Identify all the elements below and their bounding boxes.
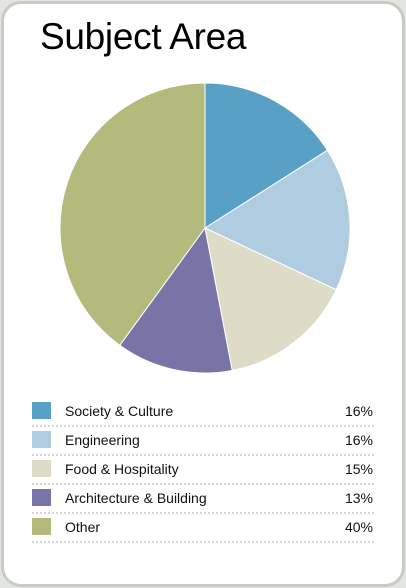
legend-swatch	[32, 402, 51, 419]
legend-label: Food & Hospitality	[65, 461, 179, 477]
legend-percent: 16%	[344, 432, 373, 448]
legend-swatch	[32, 489, 51, 506]
legend-item-architecture-building: Architecture & Building 13%	[32, 485, 374, 514]
pie-slice-food-hospitality	[204, 227, 337, 372]
legend-swatch	[32, 431, 51, 448]
pie-slice-architecture-building	[119, 226, 233, 374]
legend-label: Society & Culture	[65, 403, 174, 419]
pie-slice-engineering	[203, 149, 351, 291]
legend-item-society-culture: Society & Culture 16%	[32, 398, 374, 427]
pie-chart	[59, 82, 351, 374]
legend-percent: 16%	[344, 403, 373, 419]
legend-item-food-hospitality: Food & Hospitality 15%	[32, 456, 374, 485]
legend-percent: 15%	[344, 461, 373, 477]
legend-label: Architecture & Building	[65, 490, 207, 506]
legend-percent: 40%	[344, 519, 373, 535]
legend-item-engineering: Engineering 16%	[32, 427, 374, 456]
pie-slice-other	[59, 82, 206, 347]
pie-slice-society-culture	[204, 82, 329, 229]
legend-swatch	[32, 460, 51, 477]
legend-percent: 13%	[344, 490, 373, 506]
legend-swatch	[32, 518, 51, 535]
chart-legend: Society & Culture 16% Engineering 16% Fo…	[32, 398, 374, 543]
legend-item-other: Other 40%	[32, 514, 374, 543]
chart-title: Subject Area	[40, 16, 247, 57]
legend-label: Other	[65, 519, 101, 535]
legend-label: Engineering	[65, 432, 140, 448]
